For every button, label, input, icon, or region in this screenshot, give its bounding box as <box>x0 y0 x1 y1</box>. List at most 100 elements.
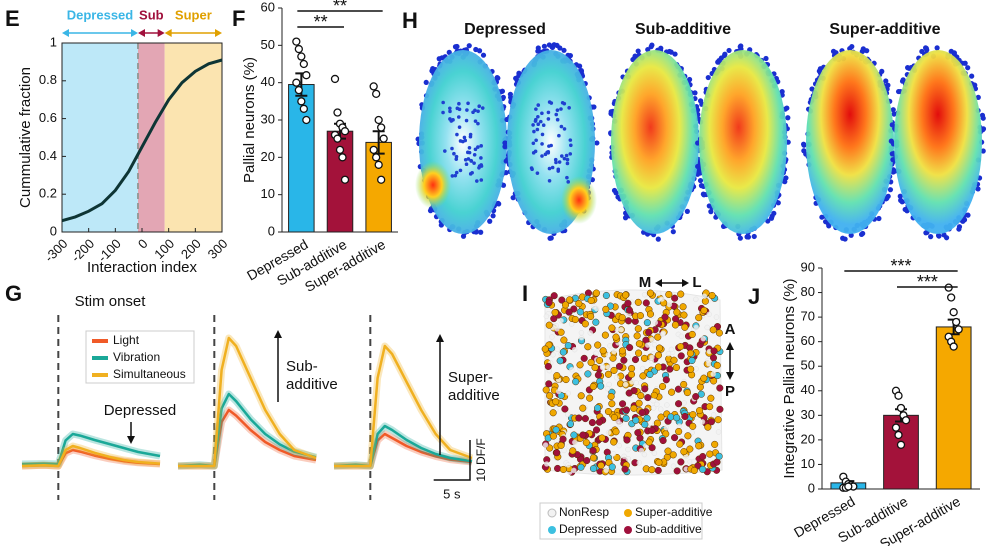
neuron-dot <box>640 354 649 362</box>
data-point <box>302 115 311 125</box>
cell-dot <box>890 157 896 163</box>
neuron-dot <box>706 403 714 411</box>
neuron-dot <box>542 442 549 448</box>
neuron-dot <box>704 324 710 331</box>
neuron-dot <box>639 365 646 372</box>
data-point <box>292 78 301 87</box>
y-axis-label: Pallial neurons (%) <box>241 57 258 183</box>
neuron-dot <box>622 381 629 388</box>
y-tick-label: 0.4 <box>39 148 57 163</box>
cell-dot <box>466 150 470 155</box>
panel-letter: E <box>5 6 20 31</box>
neuron-dot <box>689 411 697 419</box>
neuron-dot <box>561 301 570 309</box>
neuron-dot <box>686 445 694 453</box>
neuron-dot <box>589 447 597 455</box>
data-point <box>292 37 301 46</box>
neuron-dot <box>675 427 683 436</box>
neuron-dot <box>604 385 611 392</box>
cell-dot <box>975 186 981 192</box>
neuron-dot <box>612 333 620 341</box>
cell-dot <box>476 121 480 126</box>
neuron-dot <box>597 461 605 470</box>
cell-dot <box>455 132 459 137</box>
legend-label: Simultaneous <box>113 367 186 381</box>
cell-dot <box>956 224 963 230</box>
neuron-dot <box>650 405 657 411</box>
cell-dot <box>468 172 473 176</box>
neuron-dot <box>701 297 709 305</box>
cell-dot <box>547 235 553 241</box>
neuron-dot <box>559 465 567 474</box>
neuron-dot <box>699 419 706 425</box>
cell-dot <box>763 55 769 62</box>
scale-bar <box>433 440 471 481</box>
neuron-dot <box>559 348 567 356</box>
heatmap <box>800 43 987 242</box>
y-tick-label: 0.2 <box>39 186 57 201</box>
cell-dot <box>533 117 538 122</box>
data-point <box>369 145 378 155</box>
neuron-dot <box>638 447 645 454</box>
arrow-head <box>215 29 222 37</box>
x-tick-label: -300 <box>42 236 71 265</box>
cell-dot <box>473 147 478 152</box>
neuron-dot <box>635 340 643 348</box>
neuron-dot <box>594 341 602 349</box>
arrow-head <box>138 29 145 37</box>
cell-dot <box>536 114 540 119</box>
neuron-dot <box>646 310 655 318</box>
cell-dot <box>531 151 536 155</box>
y-tick-label: 0.8 <box>39 72 57 87</box>
neuron-dot <box>543 461 550 467</box>
neuron-dot <box>673 414 681 422</box>
cell-dot <box>441 100 445 105</box>
cell-dot <box>744 234 750 240</box>
cell-dot <box>543 152 548 157</box>
cell-dot <box>464 118 469 123</box>
cell-dot <box>540 154 544 158</box>
data-point <box>340 175 350 184</box>
neuron-dot <box>643 414 651 422</box>
neuron-dot <box>670 463 677 469</box>
cell-dot <box>635 48 641 54</box>
neuron-dot <box>672 315 680 323</box>
cell-dot <box>479 144 484 148</box>
neuron-dot <box>599 347 607 355</box>
panel-letter: J <box>748 284 760 309</box>
neuron-dot <box>561 447 567 454</box>
cell-dot <box>502 140 508 146</box>
data-point <box>330 74 340 84</box>
cell-dot <box>429 68 435 74</box>
cell-dot <box>467 145 472 150</box>
neuron-dot <box>662 376 670 384</box>
cell-dot <box>560 154 564 158</box>
cell-dot <box>540 142 544 146</box>
neuron-dot <box>592 289 600 297</box>
cell-dot <box>559 124 564 129</box>
arrow-head <box>164 29 172 37</box>
cell-dot <box>446 49 452 55</box>
cell-dot <box>775 200 781 206</box>
neuron-dot <box>655 344 663 352</box>
legend-label: Sub-additive <box>635 522 702 536</box>
neuron-dot <box>701 293 708 299</box>
cell-dot <box>531 123 535 127</box>
neuron-dot <box>621 465 629 473</box>
y-tick-label: 10 <box>801 456 815 471</box>
direction-label: L <box>692 274 701 291</box>
neuron-dot <box>657 406 664 412</box>
neuron-dot <box>610 413 618 422</box>
cell-dot <box>906 65 912 71</box>
significance-label: ** <box>333 0 347 16</box>
cell-dot <box>923 45 929 51</box>
cell-dot <box>883 78 889 84</box>
neuron-dot <box>625 455 631 462</box>
neuron-dot <box>587 296 595 305</box>
cell-dot <box>847 45 853 52</box>
neuron-dot <box>648 444 656 452</box>
bar <box>883 414 919 490</box>
y-tick-label: 60 <box>801 333 815 348</box>
y-tick-label: 20 <box>261 149 275 164</box>
neuron-dot <box>695 442 703 450</box>
